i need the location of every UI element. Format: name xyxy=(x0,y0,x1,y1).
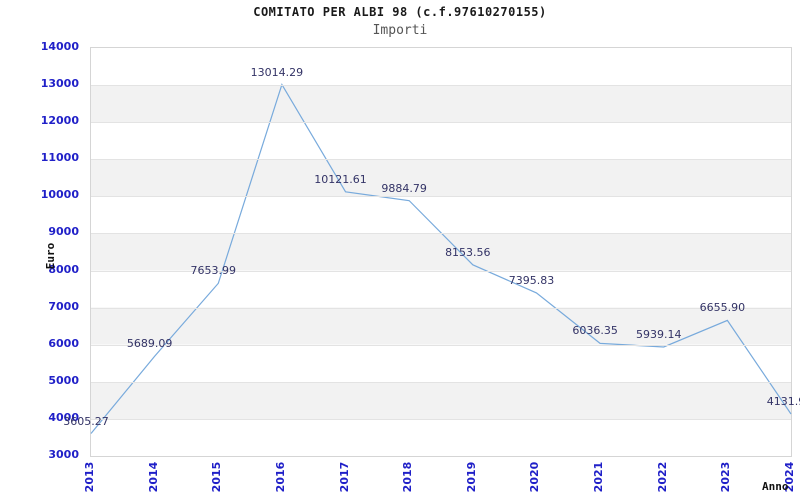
gridline xyxy=(91,270,791,272)
point-label: 10121.61 xyxy=(314,172,367,186)
point-label: 6036.35 xyxy=(572,324,618,338)
point-label: 5939.14 xyxy=(635,327,682,341)
point-label: 7653.99 xyxy=(190,264,237,278)
gridline xyxy=(91,158,791,160)
x-tick-label: 2014 xyxy=(146,461,160,493)
y-tick-label: 4000 xyxy=(48,410,79,424)
x-axis-title: Anno xyxy=(762,480,789,493)
x-tick-label: 2019 xyxy=(464,461,478,493)
x-tick-label: 2017 xyxy=(337,461,351,493)
point-label: 8153.56 xyxy=(445,245,491,259)
y-tick-label: 5000 xyxy=(48,373,79,387)
y-tick-label: 3000 xyxy=(48,448,79,461)
y-tick-label: 7000 xyxy=(48,299,79,313)
x-tick-label: 2021 xyxy=(592,461,606,493)
point-label: 5689.09 xyxy=(126,337,173,351)
point-label: 7395.83 xyxy=(508,273,555,287)
gridline xyxy=(91,84,791,86)
gridline xyxy=(91,121,791,123)
line-series xyxy=(90,83,792,434)
y-tick-label: 8000 xyxy=(48,262,79,276)
gridline xyxy=(91,344,791,346)
gridline xyxy=(91,195,791,197)
y-tick-label: 11000 xyxy=(40,151,79,165)
gridline xyxy=(91,307,791,309)
x-tick-label: 2015 xyxy=(210,461,224,493)
y-tick-label: 9000 xyxy=(48,225,79,239)
chart-subtitle: Importi xyxy=(372,23,428,38)
gridline xyxy=(91,232,791,234)
plot-area xyxy=(90,47,792,457)
point-label: 3605.27 xyxy=(63,414,109,428)
y-axis-title: Euro xyxy=(44,242,57,270)
y-tick-label: 13000 xyxy=(40,77,79,91)
y-tick-label: 10000 xyxy=(40,188,79,202)
y-tick-label: 14000 xyxy=(40,40,79,53)
gridline xyxy=(91,381,791,383)
x-tick-label: 2020 xyxy=(528,461,542,493)
point-label: 13014.29 xyxy=(250,65,304,79)
point-label: 4131.9 xyxy=(766,395,800,409)
y-tick-label: 6000 xyxy=(48,336,79,350)
x-tick-label: 2016 xyxy=(273,461,287,493)
point-label: 9884.79 xyxy=(381,181,427,195)
x-tick-label: 2022 xyxy=(655,461,669,493)
x-tick-label: 2023 xyxy=(719,461,733,493)
chart-title: COMITATO PER ALBI 98 (c.f.97610270155) xyxy=(253,5,547,19)
x-tick-label: 2013 xyxy=(83,461,96,493)
y-tick-label: 12000 xyxy=(40,114,79,128)
gridline xyxy=(91,418,791,420)
point-label: 6655.90 xyxy=(699,301,746,315)
x-tick-label: 2018 xyxy=(401,461,415,493)
